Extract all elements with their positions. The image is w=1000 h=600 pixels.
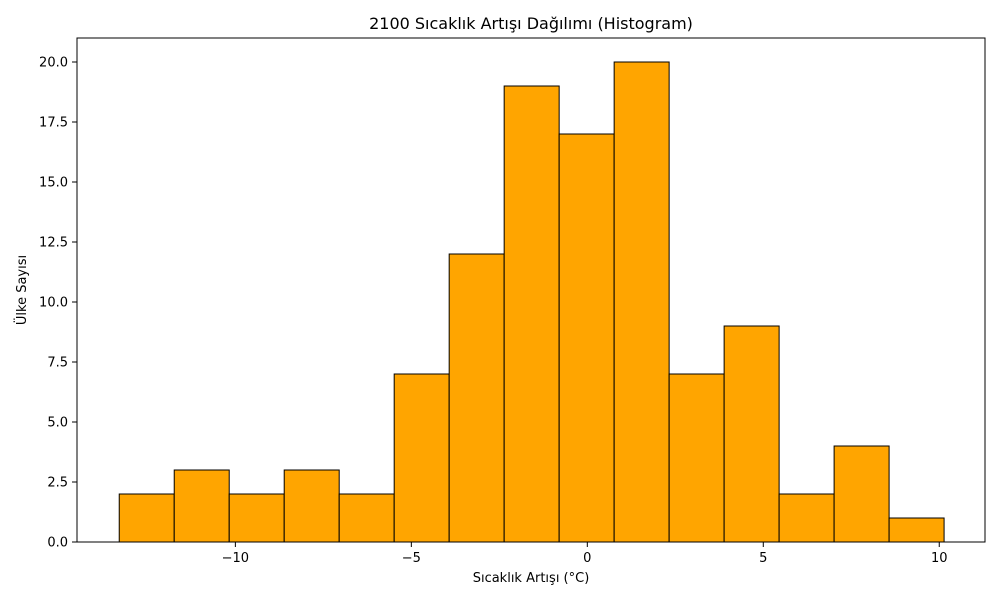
- histogram-bar: [778, 493, 835, 543]
- x-tick-label: −5: [402, 551, 421, 566]
- histogram-bar: [393, 373, 450, 543]
- x-axis-ticks: −10 −5 0 5 10: [222, 542, 948, 566]
- histogram-bar: [283, 469, 340, 543]
- histogram-bar: [118, 493, 175, 543]
- y-tick-label: 20.0: [39, 56, 68, 71]
- chart-title: 2100 Sıcaklık Artışı Dağılımı (Histogram…: [369, 14, 693, 33]
- y-tick-label: 17.5: [39, 116, 68, 131]
- histogram-bar: [668, 373, 725, 543]
- histogram-bar: [503, 85, 560, 543]
- y-tick-label: 7.5: [47, 356, 68, 371]
- x-tick-label: 5: [759, 551, 767, 566]
- y-axis-label: Ülke Sayısı: [13, 255, 30, 325]
- plot-frame: [76, 37, 986, 543]
- histogram-bar: [888, 517, 945, 543]
- y-tick-label: 12.5: [39, 236, 68, 251]
- histogram-bar: [228, 493, 285, 543]
- x-tick-label: 0: [583, 551, 591, 566]
- histogram-bar: [173, 469, 230, 543]
- histogram-bar: [723, 325, 780, 543]
- bars-group: [118, 61, 945, 543]
- histogram-bar: [613, 61, 670, 543]
- histogram-bar: [338, 493, 395, 543]
- x-axis-label: Sıcaklık Artışı (°C): [473, 571, 590, 586]
- y-tick-label: 0.0: [47, 536, 68, 551]
- histogram-bar: [558, 133, 615, 543]
- x-tick-label: −10: [222, 551, 249, 566]
- histogram-bar: [448, 253, 505, 543]
- y-tick-label: 15.0: [39, 176, 68, 191]
- y-tick-label: 5.0: [47, 416, 68, 431]
- y-axis-ticks: 0.0 2.5 5.0 7.5 10.0 12.5 15.0 17.5 20.0: [39, 56, 77, 551]
- histogram-bar: [833, 445, 890, 543]
- x-tick-label: 10: [931, 551, 948, 566]
- y-tick-label: 10.0: [39, 296, 68, 311]
- y-tick-label: 2.5: [47, 476, 68, 491]
